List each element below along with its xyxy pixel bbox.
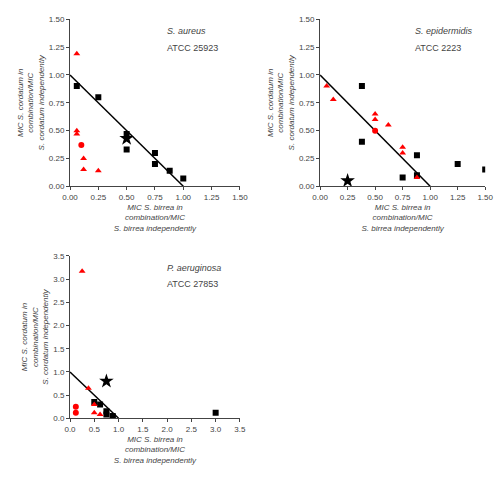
svg-text:0.0: 0.0 (53, 414, 65, 423)
svg-text:3.5: 3.5 (234, 425, 246, 434)
svg-text:1.50: 1.50 (477, 193, 493, 202)
svg-text:1.25: 1.25 (49, 43, 65, 52)
svg-text:1.50: 1.50 (232, 193, 248, 202)
svg-text:1.5: 1.5 (137, 425, 149, 434)
svg-text:2.0: 2.0 (53, 321, 65, 330)
svg-text:0.5: 0.5 (53, 391, 65, 400)
svg-text:1.00: 1.00 (422, 193, 438, 202)
svg-text:2.5: 2.5 (53, 298, 65, 307)
svg-text:0.75: 0.75 (395, 193, 411, 202)
svg-text:0.50: 0.50 (119, 193, 135, 202)
svg-text:P. aeruginosa: P. aeruginosa (167, 263, 221, 273)
svg-text:0.25: 0.25 (91, 193, 107, 202)
svg-text:0.50: 0.50 (367, 193, 383, 202)
svg-text:1.25: 1.25 (299, 43, 315, 52)
svg-text:1.25: 1.25 (204, 193, 220, 202)
svg-text:ATCC 2223: ATCC 2223 (415, 43, 461, 53)
svg-text:0.0: 0.0 (64, 425, 76, 434)
svg-text:3.0: 3.0 (210, 425, 222, 434)
svg-text:3.5: 3.5 (53, 252, 65, 261)
svg-text:S. aureus: S. aureus (167, 26, 206, 36)
svg-text:0.75: 0.75 (299, 99, 315, 108)
svg-text:1.0: 1.0 (53, 368, 65, 377)
svg-text:1.25: 1.25 (450, 193, 466, 202)
svg-text:1.50: 1.50 (299, 15, 315, 24)
svg-text:ATCC 27853: ATCC 27853 (167, 279, 218, 289)
svg-text:MIC S. cordatum incombination/: MIC S. cordatum incombination/MICS. cord… (20, 289, 50, 385)
svg-text:1.5: 1.5 (53, 345, 65, 354)
svg-text:0.75: 0.75 (49, 99, 65, 108)
svg-text:2.5: 2.5 (186, 425, 198, 434)
svg-text:1.0: 1.0 (113, 425, 125, 434)
svg-text:0.25: 0.25 (299, 154, 315, 163)
svg-text:0.00: 0.00 (312, 193, 328, 202)
svg-text:1.00: 1.00 (175, 193, 191, 202)
svg-text:S. epidermidis: S. epidermidis (415, 26, 473, 36)
svg-text:0.50: 0.50 (299, 126, 315, 135)
svg-text:1.00: 1.00 (299, 71, 315, 80)
svg-text:1.00: 1.00 (49, 71, 65, 80)
svg-text:3.0: 3.0 (53, 275, 65, 284)
svg-text:MIC S. cordatum incombination/: MIC S. cordatum incombination/MICS. cord… (16, 54, 46, 150)
svg-text:0.75: 0.75 (147, 193, 163, 202)
svg-text:0.50: 0.50 (49, 126, 65, 135)
svg-text:2.0: 2.0 (162, 425, 174, 434)
svg-text:MIC S. cordatum incombination/: MIC S. cordatum incombination/MICS. cord… (266, 54, 296, 150)
svg-text:MIC S. birrea incombination/MI: MIC S. birrea incombination/MICS. birrea… (114, 435, 197, 465)
svg-text:0.00: 0.00 (49, 182, 65, 191)
svg-text:0.00: 0.00 (62, 193, 78, 202)
svg-text:0.5: 0.5 (89, 425, 101, 434)
svg-text:0.25: 0.25 (340, 193, 356, 202)
svg-text:0.00: 0.00 (299, 182, 315, 191)
svg-text:0.25: 0.25 (49, 154, 65, 163)
svg-text:ATCC 25923: ATCC 25923 (167, 43, 218, 53)
svg-text:MIC S. birrea incombination/MI: MIC S. birrea incombination/MICS. birrea… (361, 203, 444, 233)
svg-text:MIC S. birrea incombination/MI: MIC S. birrea incombination/MICS. birrea… (114, 203, 197, 233)
svg-text:1.50: 1.50 (49, 15, 65, 24)
